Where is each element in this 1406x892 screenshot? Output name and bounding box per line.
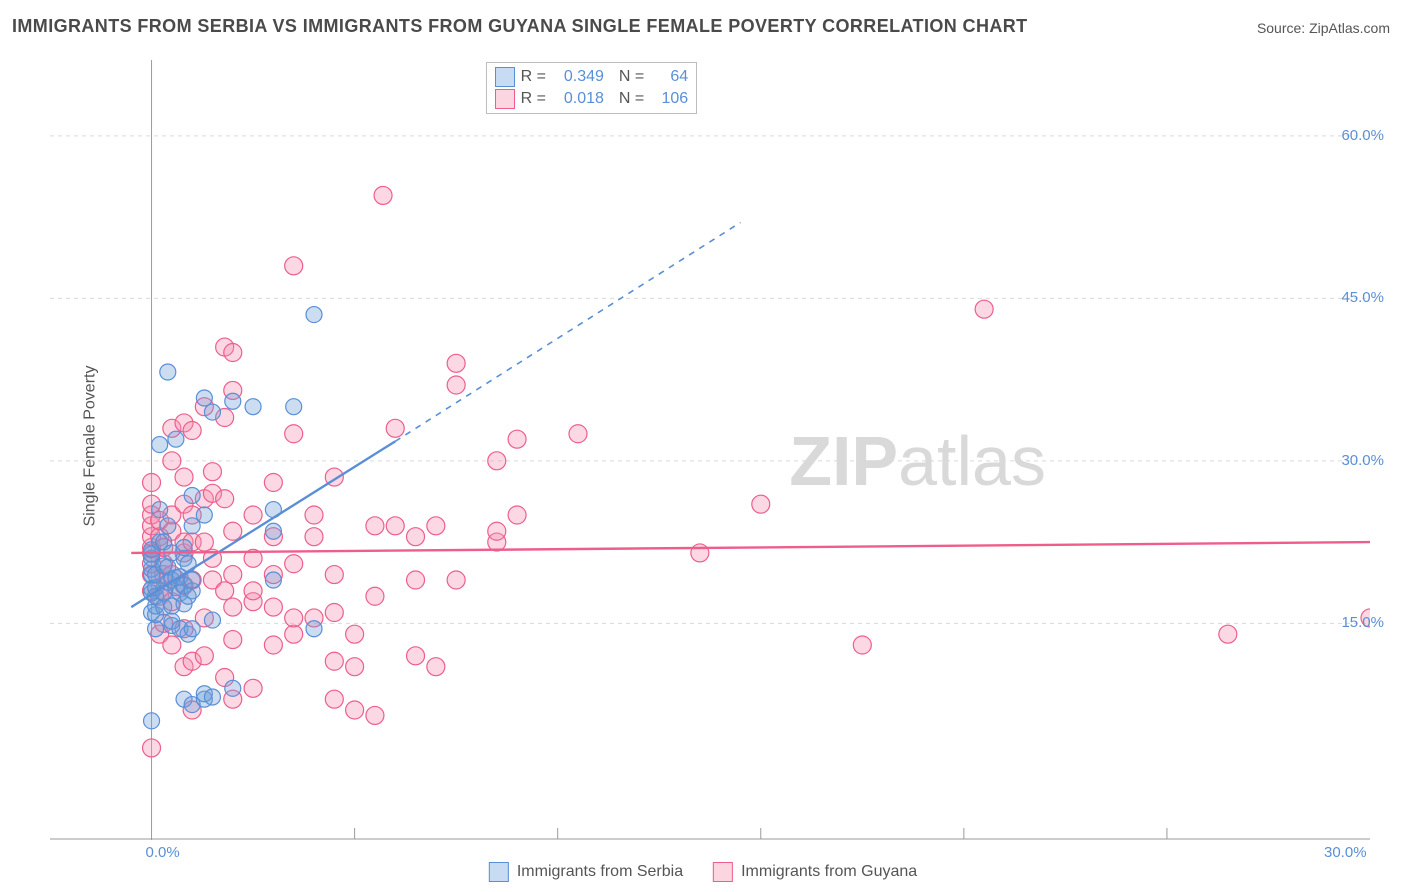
legend-label: Immigrants from Guyana xyxy=(741,863,917,881)
legend-swatch xyxy=(495,67,515,87)
chart-title: IMMIGRANTS FROM SERBIA VS IMMIGRANTS FRO… xyxy=(12,16,1028,37)
stat-n-value: 64 xyxy=(650,68,688,86)
stat-r-value: 0.018 xyxy=(552,90,604,108)
legend-swatch xyxy=(489,862,509,882)
stat-n-label: N = xyxy=(610,68,644,86)
x-tick-label: 30.0% xyxy=(1324,844,1367,861)
source-label: Source: ZipAtlas.com xyxy=(1257,20,1390,36)
y-tick-label: 60.0% xyxy=(1341,127,1384,144)
stat-r-label: R = xyxy=(521,90,546,108)
y-tick-label: 45.0% xyxy=(1341,289,1384,306)
stat-r-label: R = xyxy=(521,68,546,86)
legend-label: Immigrants from Serbia xyxy=(517,863,683,881)
legend: Immigrants from Serbia Immigrants from Gu… xyxy=(489,862,917,882)
legend-item: Immigrants from Guyana xyxy=(713,862,917,882)
x-tick-label: 0.0% xyxy=(146,844,180,861)
legend-swatch xyxy=(495,89,515,109)
svg-text:ZIPatlas: ZIPatlas xyxy=(789,422,1046,500)
legend-swatch xyxy=(713,862,733,882)
stat-n-value: 106 xyxy=(650,90,688,108)
scatter-plot: ZIPatlas xyxy=(50,60,1370,840)
y-tick-label: 30.0% xyxy=(1341,452,1384,469)
legend-item: Immigrants from Serbia xyxy=(489,862,683,882)
stat-r-value: 0.349 xyxy=(552,68,604,86)
stat-n-label: N = xyxy=(610,90,644,108)
correlation-stats-box: R = 0.349 N = 64 R = 0.018 N = 106 xyxy=(486,62,698,114)
y-tick-label: 15.0% xyxy=(1341,614,1384,631)
